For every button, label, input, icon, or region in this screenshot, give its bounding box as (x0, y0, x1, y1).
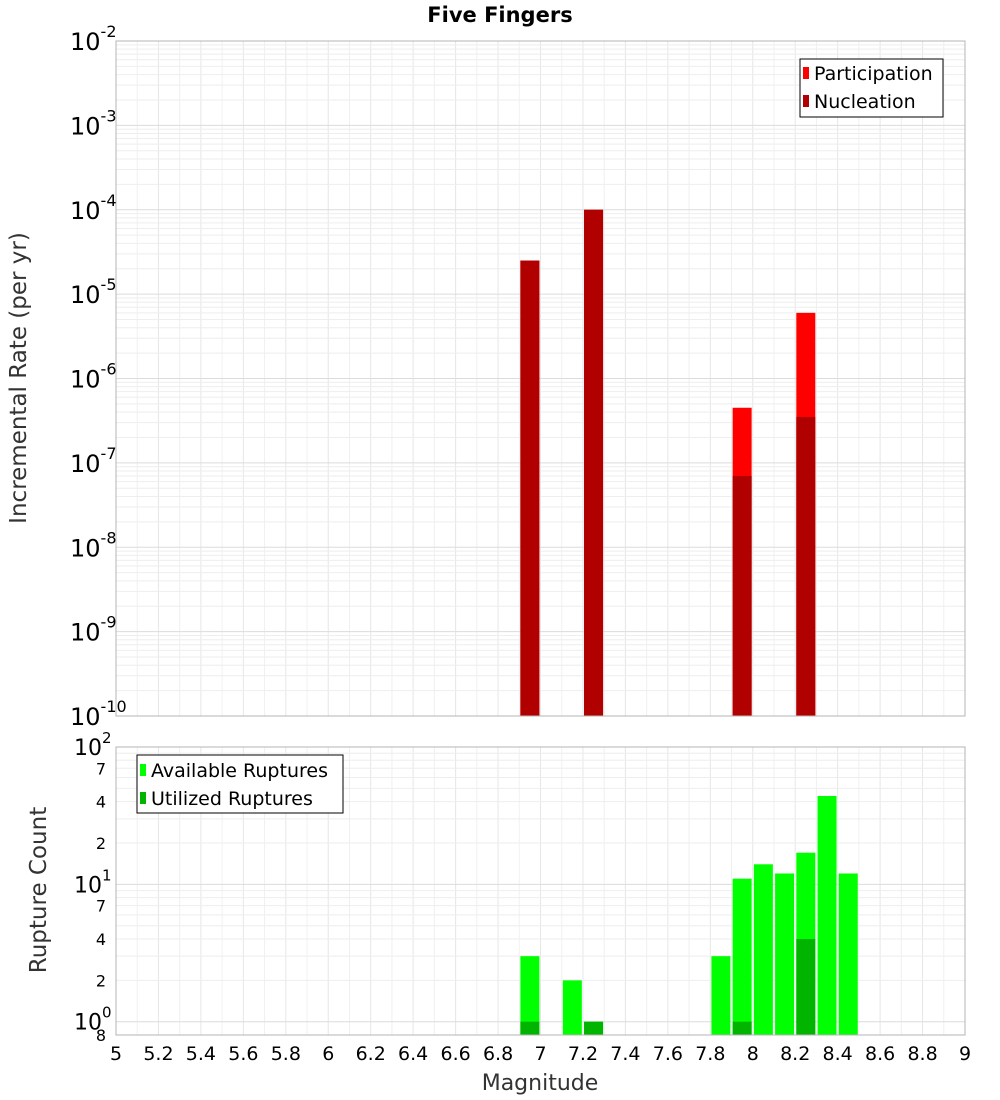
y-tick-label: 4 (96, 930, 106, 949)
rate-legend: Participation Nucleation (799, 58, 944, 118)
available-bar (562, 980, 582, 1035)
x-tick-label: 6.2 (356, 1043, 386, 1065)
x-tick-label: 5.2 (143, 1043, 173, 1065)
nucleation-bar (796, 416, 816, 716)
y-tick-label: 10-7 (70, 444, 117, 478)
y-tick-label: 10-8 (70, 528, 117, 562)
y-tick-label: 2 (96, 971, 106, 990)
x-tick-label: 7 (534, 1043, 546, 1065)
count-legend: Available Ruptures Utilized Ruptures (136, 754, 344, 814)
legend-label: Available Ruptures (151, 760, 328, 782)
series-nucleation (520, 209, 816, 716)
x-tick-label: 7.6 (653, 1043, 683, 1065)
series-available-ruptures (520, 795, 858, 1035)
y-tick-label: 10-6 (70, 360, 117, 394)
y-axis-label-rate: Incremental Rate (per yr) (6, 232, 32, 524)
y-tick-label: 10-5 (70, 275, 117, 309)
y-tick-label: 102 (74, 729, 112, 761)
x-tick-label: 9 (959, 1043, 971, 1065)
legend-label: Nucleation (814, 91, 916, 113)
rate-plot: 10-10 10-9 10-8 10-7 10-6 10-5 10-4 10-3 10-2 Par… (70, 22, 966, 731)
legend-label: Participation (814, 63, 933, 85)
x-tick-label: 8 (747, 1043, 759, 1065)
available-bar (711, 956, 731, 1035)
x-tick-label: 5.6 (228, 1043, 258, 1065)
x-tick-label: 7.4 (610, 1043, 640, 1065)
y-tick-label: 100 (74, 1004, 112, 1036)
utilized-bar (732, 1021, 752, 1035)
nucleation-bar (732, 475, 752, 716)
utilized-bar (520, 1021, 540, 1035)
y-tick-label: 10-2 (70, 22, 117, 56)
available-bar (775, 873, 795, 1035)
rate-plot-border (115, 40, 966, 717)
y-tick-label: 10-4 (70, 191, 117, 225)
y-tick-label: 7 (96, 897, 106, 916)
x-tick-label: 5.4 (186, 1043, 216, 1065)
x-tick-label: 8.6 (865, 1043, 895, 1065)
available-bar (817, 795, 837, 1035)
available-bar (732, 878, 752, 1035)
x-tick-label: 6.4 (398, 1043, 428, 1065)
utilized-bar (584, 1021, 604, 1035)
x-tick-label: 8.4 (823, 1043, 853, 1065)
rate-plot-gridlines (115, 41, 966, 717)
x-tick-labels: 5 5.2 5.4 5.6 5.8 6 6.2 6.4 6.6 6.8 7 7.2 7.4 7.6 7.8 8… (110, 1043, 971, 1065)
legend-swatch (803, 67, 809, 79)
nucleation-bar (520, 260, 540, 716)
x-tick-label: 5 (110, 1043, 122, 1065)
x-tick-label: 6.6 (440, 1043, 470, 1065)
nucleation-bar (584, 209, 604, 716)
legend-swatch (803, 95, 809, 107)
available-bar (520, 956, 540, 1035)
x-tick-label: 7.8 (695, 1043, 725, 1065)
count-plot-border (115, 746, 966, 1036)
chart-title: Five Fingers (427, 3, 572, 27)
y-tick-label: 101 (74, 866, 112, 898)
x-tick-label: 7.2 (568, 1043, 598, 1065)
y-tick-label: 4 (96, 793, 106, 812)
utilized-bar (796, 939, 816, 1035)
y-tick-label: 10-9 (70, 613, 117, 647)
available-bar (753, 864, 773, 1035)
y-axis-label-count: Rupture Count (26, 807, 52, 973)
x-tick-label: 8.8 (907, 1043, 937, 1065)
legend-box (136, 754, 344, 814)
legend-swatch (140, 792, 146, 804)
y-tick-label: 10-3 (70, 106, 117, 140)
x-tick-label: 6 (322, 1043, 334, 1065)
x-tick-label: 6.8 (483, 1043, 513, 1065)
legend-box (799, 58, 944, 118)
series-utilized-ruptures (520, 939, 816, 1035)
legend-swatch (140, 764, 146, 776)
x-tick-label: 8.2 (780, 1043, 810, 1065)
available-bar (838, 873, 858, 1035)
x-tick-label: 5.8 (271, 1043, 301, 1065)
y-tick-label: 2 (96, 834, 106, 853)
y-tick-label: 8 (96, 1026, 106, 1045)
legend-label: Utilized Ruptures (151, 788, 313, 810)
y-tick-label: 7 (96, 759, 106, 778)
y-tick-label: 10-10 (70, 697, 127, 731)
x-axis-label: Magnitude (482, 1071, 599, 1096)
